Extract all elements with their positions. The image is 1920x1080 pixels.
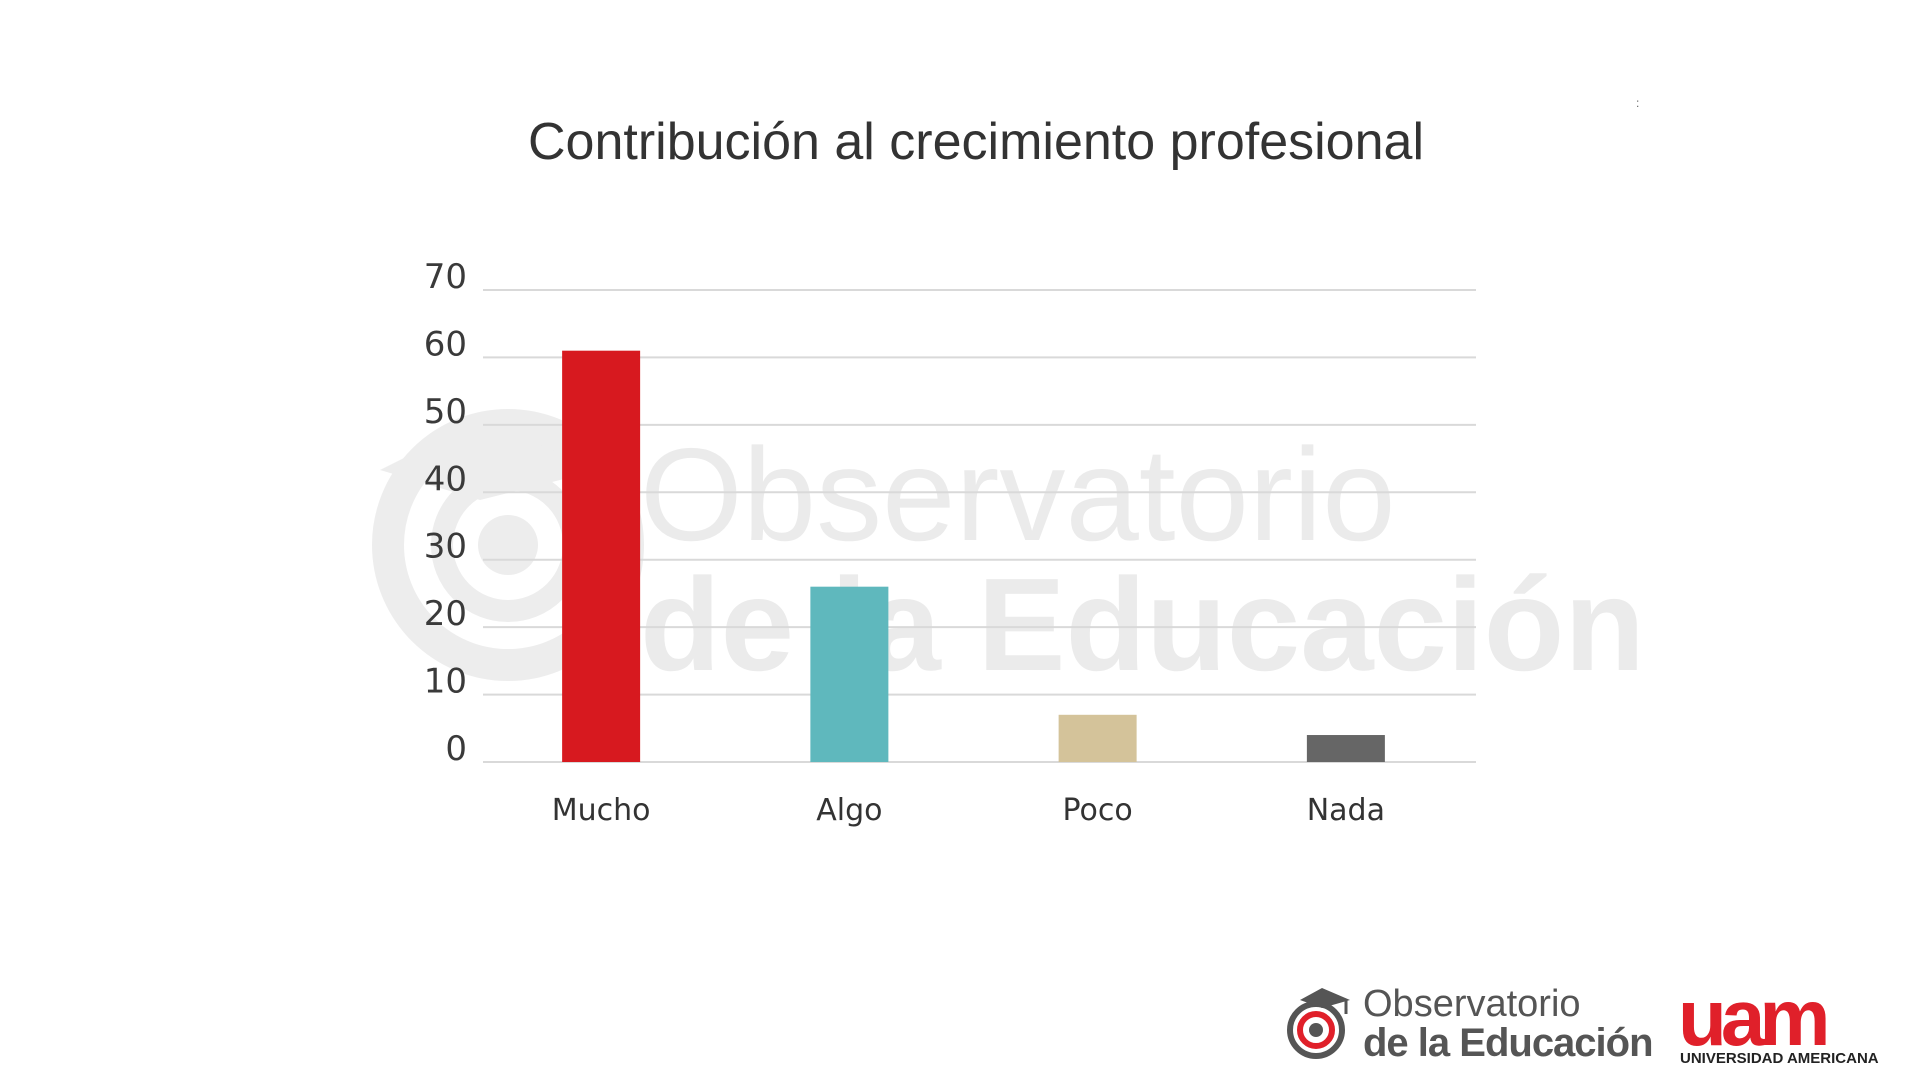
observatorio-line2: de la Educación [1363,1021,1654,1065]
bar-nada [1306,735,1385,762]
y-tick-70: 70 [424,257,467,297]
corner-mark: : [1636,96,1640,110]
y-tick-50: 50 [424,392,467,432]
watermark: Observatorio de la Educación [372,409,1645,698]
uam-name: UNIVERSIDAD AMERICANA [1680,1050,1879,1067]
y-tick-0: 0 [445,729,467,769]
y-tick-20: 20 [424,594,467,634]
watermark-line1: Observatorio [640,421,1396,568]
x-label-poco: Poco [1063,793,1133,828]
chart-title: Contribución al crecimiento profesional [527,113,1424,171]
y-tick-30: 30 [424,527,467,567]
watermark-line2: de la Educación [640,551,1645,698]
x-axis-categories: Mucho Algo Poco Nada [552,793,1385,828]
uam-logo: uam [1678,973,1830,1062]
y-tick-10: 10 [424,662,467,702]
bar-algo [810,586,889,762]
bar-mucho [562,350,641,762]
x-label-algo: Algo [816,793,882,828]
y-tick-40: 40 [424,459,467,499]
y-axis-ticks: 0 10 20 30 40 50 60 70 [424,257,467,769]
bar-poco [1058,714,1137,762]
bars [562,350,1385,762]
gridlines [483,289,1476,763]
observatorio-line1: Observatorio [1363,983,1581,1025]
x-label-nada: Nada [1307,793,1385,828]
x-label-mucho: Mucho [552,793,651,828]
observatorio-logo-icon [1287,988,1350,1059]
y-tick-60: 60 [424,324,467,364]
